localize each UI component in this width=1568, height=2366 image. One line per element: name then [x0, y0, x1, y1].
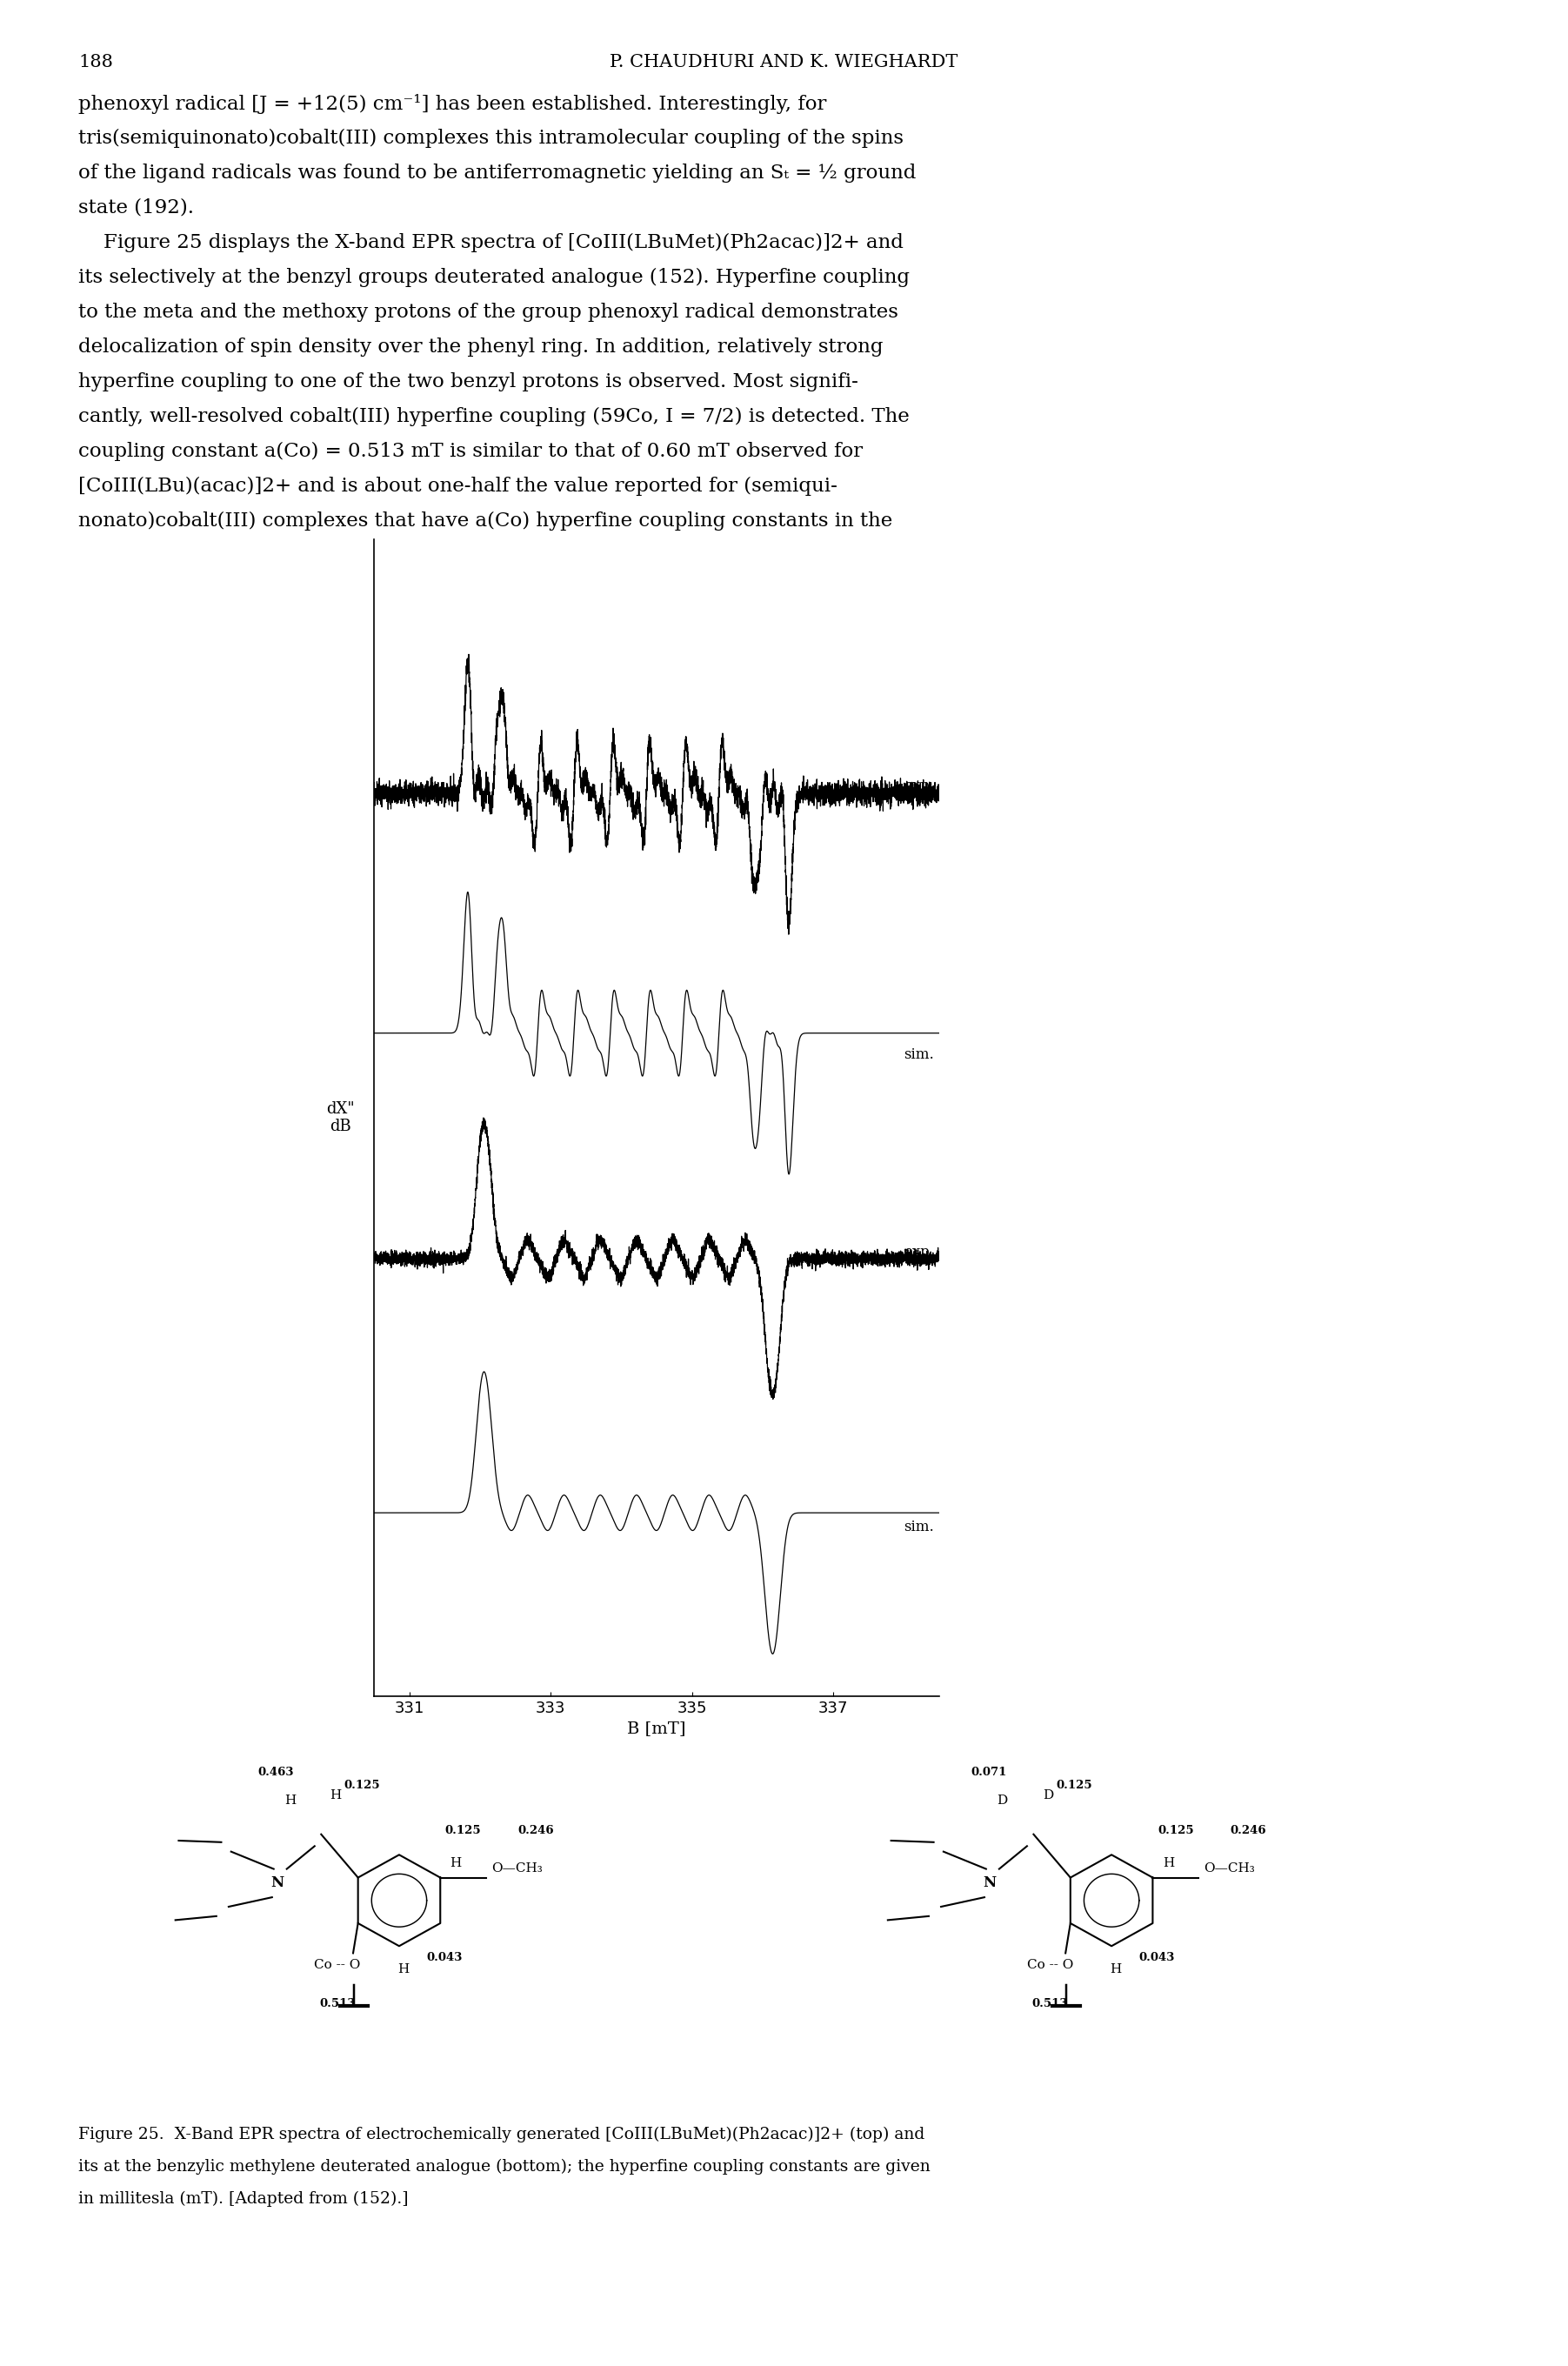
Text: to the meta and the methoxy protons of the group phenoxyl radical demonstrates: to the meta and the methoxy protons of t… [78, 303, 898, 322]
Text: tris(semiquinonato)cobalt(III) complexes this intramolecular coupling of the spi: tris(semiquinonato)cobalt(III) complexes… [78, 128, 903, 149]
Text: 188: 188 [78, 54, 113, 71]
Text: in millitesla (mT). [Adapted from (152).]: in millitesla (mT). [Adapted from (152).… [78, 2191, 408, 2207]
Text: O—CH₃: O—CH₃ [1203, 1862, 1254, 1874]
Text: 0.043: 0.043 [426, 1952, 463, 1964]
Text: 0.125: 0.125 [1057, 1779, 1093, 1791]
Text: 0.513: 0.513 [1032, 1997, 1068, 2009]
Text: 0.246: 0.246 [1231, 1824, 1267, 1836]
Text: 0.125: 0.125 [343, 1779, 379, 1791]
Text: 0.043: 0.043 [1138, 1952, 1174, 1964]
Text: cantly, well-resolved cobalt(III) hyperfine coupling (59Co, I = 7/2) is detected: cantly, well-resolved cobalt(III) hyperf… [78, 407, 909, 426]
Text: O—CH₃: O—CH₃ [491, 1862, 543, 1874]
Text: D: D [1043, 1789, 1054, 1801]
Text: N: N [270, 1876, 284, 1890]
Text: H: H [450, 1857, 461, 1869]
Text: sim.: sim. [903, 1046, 935, 1062]
Text: 0.513: 0.513 [320, 1997, 356, 2009]
Text: 0.246: 0.246 [517, 1824, 554, 1836]
Text: Figure 25.  X-Band EPR spectra of electrochemically generated [CoIII(LBuMet)(Ph2: Figure 25. X-Band EPR spectra of electro… [78, 2127, 925, 2144]
Text: Figure 25 displays the X-band EPR spectra of [CoIII(LBuMet)(Ph2acac)]2+ and: Figure 25 displays the X-band EPR spectr… [78, 234, 903, 253]
Text: N: N [983, 1876, 996, 1890]
Text: Co -- O: Co -- O [314, 1959, 361, 1971]
Text: exp.: exp. [903, 778, 935, 793]
Text: nonato)cobalt(III) complexes that have a(Co) hyperfine coupling constants in the: nonato)cobalt(III) complexes that have a… [78, 511, 892, 530]
Text: H: H [1162, 1857, 1174, 1869]
Text: 0.125: 0.125 [445, 1824, 481, 1836]
Text: H: H [284, 1793, 296, 1808]
Y-axis label: dX"
dB: dX" dB [326, 1100, 354, 1136]
Text: state (192).: state (192). [78, 199, 194, 218]
Text: D: D [997, 1793, 1008, 1808]
Text: its selectively at the benzyl groups deuterated analogue (152). Hyperfine coupli: its selectively at the benzyl groups deu… [78, 267, 909, 286]
Text: phenoxyl radical [J = +12(5) cm⁻¹] has been established. Interestingly, for: phenoxyl radical [J = +12(5) cm⁻¹] has b… [78, 95, 826, 114]
Text: 0.071: 0.071 [971, 1767, 1007, 1777]
Text: Co -- O: Co -- O [1027, 1959, 1073, 1971]
Text: H: H [1110, 1964, 1121, 1976]
Text: P. CHAUDHURI AND K. WIEGHARDT: P. CHAUDHURI AND K. WIEGHARDT [610, 54, 958, 71]
Text: of the ligand radicals was found to be antiferromagnetic yielding an Sₜ = ½ grou: of the ligand radicals was found to be a… [78, 163, 916, 182]
X-axis label: B [mT]: B [mT] [627, 1720, 685, 1737]
Text: delocalization of spin density over the phenyl ring. In addition, relatively str: delocalization of spin density over the … [78, 338, 883, 357]
Text: coupling constant a(Co) = 0.513 mT is similar to that of 0.60 mT observed for: coupling constant a(Co) = 0.513 mT is si… [78, 442, 862, 461]
Text: 0.125: 0.125 [1157, 1824, 1193, 1836]
Text: exp.: exp. [903, 1245, 935, 1259]
Text: H: H [331, 1789, 342, 1801]
Text: its at the benzylic methylene deuterated analogue (bottom); the hyperfine coupli: its at the benzylic methylene deuterated… [78, 2158, 930, 2174]
Text: H: H [397, 1964, 409, 1976]
Text: [CoIII(LBu)(acac)]2+ and is about one-half the value reported for (semiqui-: [CoIII(LBu)(acac)]2+ and is about one-ha… [78, 476, 837, 497]
Text: 0.463: 0.463 [259, 1767, 295, 1777]
Text: sim.: sim. [903, 1519, 935, 1533]
Text: hyperfine coupling to one of the two benzyl protons is observed. Most signifi-: hyperfine coupling to one of the two ben… [78, 371, 858, 390]
